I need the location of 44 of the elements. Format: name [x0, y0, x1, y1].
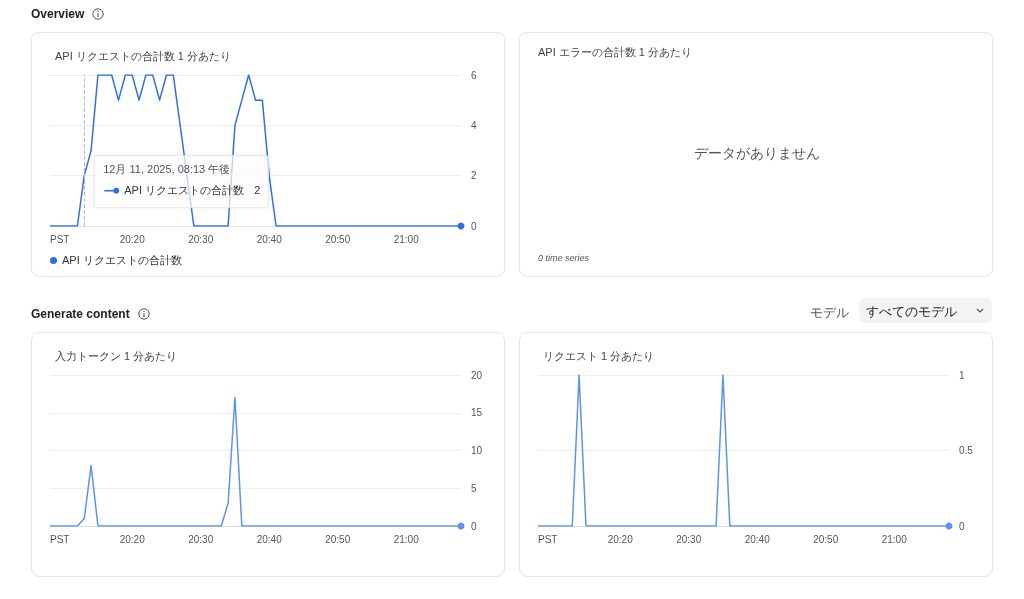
x-tick-label: 20:40	[256, 233, 283, 245]
legend-label: API リクエストの合計数	[124, 184, 245, 197]
y-tick-label: 20	[471, 369, 483, 381]
x-tick-label: 21:00	[393, 233, 420, 245]
x-tick-label: 20:30	[676, 533, 702, 545]
annotation: 12月 11, 2025, 08:13 午後	[103, 163, 231, 176]
y-tick-label: 2	[471, 170, 477, 182]
x-tick-label: PST	[50, 233, 70, 245]
x-tick-label: 20:20	[119, 533, 146, 545]
x-tick-label: 20:50	[325, 233, 351, 245]
chart-title: API リクエストの合計数 1 分あたり	[55, 49, 232, 62]
x-tick-label: 20:30	[188, 233, 214, 245]
text: モデル	[810, 304, 849, 322]
x-tick-label: 20:30	[188, 533, 214, 545]
x-tick-label: PST	[50, 533, 70, 545]
x-tick-label: 20:20	[119, 233, 146, 245]
y-tick-label: 6	[471, 69, 477, 81]
x-tick-label: 20:50	[813, 533, 839, 545]
text: Overview	[31, 7, 85, 21]
model-dropdown: すべてのモデル	[859, 298, 992, 323]
x-tick-label: 20:20	[607, 533, 634, 545]
text: API リクエストの合計数	[62, 254, 182, 266]
y-tick-label: 0	[471, 220, 477, 232]
x-tick-label: 20:40	[744, 533, 771, 545]
text: データがありません	[693, 145, 821, 163]
y-tick-label: 0	[959, 520, 965, 532]
y-tick-label: 0	[471, 520, 477, 532]
y-tick-label: 1	[959, 369, 965, 381]
y-tick-label: 0.5	[959, 445, 974, 456]
annotation: 2	[254, 184, 261, 197]
y-tick-label: 4	[471, 119, 477, 131]
x-tick-label: PST	[538, 533, 558, 545]
y-tick-label: 15	[471, 407, 483, 419]
x-tick-label: 21:00	[881, 533, 908, 545]
chart-title: 入力トークン 1 分あたり	[55, 349, 178, 362]
x-tick-label: 21:00	[393, 533, 420, 545]
chart-title: リクエスト 1 分あたり	[543, 349, 655, 362]
x-tick-label: 20:50	[325, 533, 351, 545]
text: 0 time series	[538, 253, 590, 263]
x-tick-label: 20:40	[256, 533, 283, 545]
y-tick-label: 5	[471, 482, 477, 494]
text: Generate content	[31, 307, 130, 321]
y-tick-label: 10	[471, 445, 483, 456]
text: API エラーの合計数 1 分あたり	[538, 45, 693, 60]
